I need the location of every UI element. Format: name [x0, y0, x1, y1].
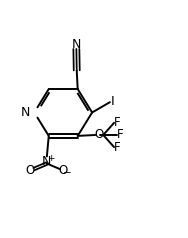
Text: F: F — [117, 129, 124, 141]
Text: N: N — [42, 155, 51, 168]
Text: O: O — [26, 164, 35, 177]
Text: N: N — [21, 106, 30, 119]
Text: +: + — [47, 154, 55, 163]
Text: F: F — [114, 141, 120, 154]
Text: O: O — [58, 164, 68, 177]
Text: −: − — [63, 168, 71, 178]
Text: F: F — [114, 116, 120, 129]
Text: N: N — [72, 38, 81, 50]
Text: O: O — [94, 129, 103, 141]
Text: I: I — [111, 95, 115, 108]
